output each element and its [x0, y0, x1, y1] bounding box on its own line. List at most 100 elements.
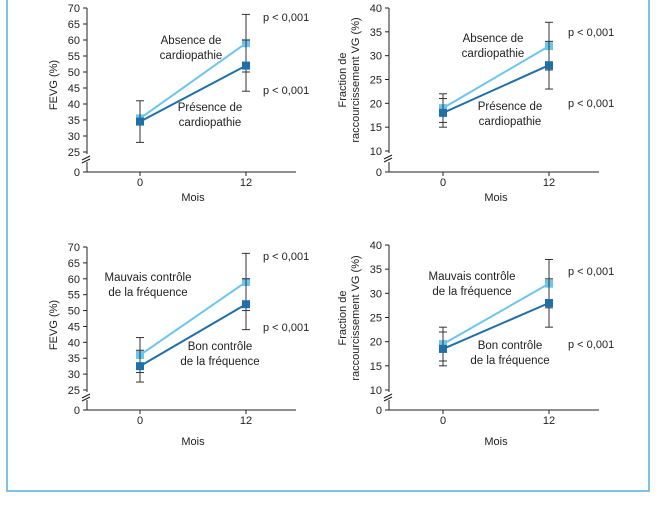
x-tick-label: 0: [137, 177, 143, 189]
series-line: [139, 42, 247, 120]
p-value-label: p < 0,001: [568, 266, 614, 278]
y-axis-title-line: raccourcissement VG (%): [350, 255, 362, 380]
series-annotation: Bon contrôle: [478, 340, 543, 352]
y-axis-title-line: Fraction de: [337, 290, 349, 345]
p-value-label: p < 0,001: [263, 251, 309, 263]
y-tick-label: 60: [68, 274, 80, 286]
axis-break-mark: [81, 158, 91, 164]
p-value-label: p < 0,001: [568, 98, 614, 110]
y-axis-title: Fraction deraccourcissement VG (%): [337, 255, 362, 380]
y-tick-label: 25: [68, 385, 80, 397]
series-annotation: Présence de: [478, 101, 543, 113]
y-axis-title: Fraction deraccourcissement VG (%): [337, 17, 362, 142]
y-tick-label: 0: [376, 167, 382, 179]
series-line: [442, 45, 550, 109]
y-tick-label: 25: [68, 147, 80, 159]
axis-break-mark: [383, 396, 393, 402]
x-tick-label: 0: [440, 415, 446, 427]
axis-break-mark: [383, 154, 393, 160]
y-tick-label: 45: [68, 83, 80, 95]
axis-break-mark: [383, 157, 393, 163]
y-axis-title: FEVG (%): [48, 300, 60, 350]
data-point: [439, 108, 447, 117]
series-annotation: de la fréquence: [470, 355, 549, 367]
series-line: [139, 64, 247, 123]
series-annotation: cardiopathie: [479, 116, 542, 128]
chart-panel-3: 25 30 35 40 45 50 55 60 65 70 0 0 12 Mois FEVG (%) Mauv…: [48, 242, 309, 448]
y-axis-title-line: raccourcissement VG (%): [350, 17, 362, 142]
figure-caption: [6, 500, 646, 516]
y-tick-label: 70: [68, 242, 80, 254]
x-axis-title: Mois: [181, 436, 205, 448]
y-tick-label: 20: [370, 337, 382, 349]
y-tick-label: 50: [68, 306, 80, 318]
y-tick-label: 0: [74, 405, 80, 417]
y-tick-label: 15: [370, 361, 382, 373]
series-annotation: cardiopathie: [179, 117, 242, 129]
y-tick-label: 35: [370, 264, 382, 276]
y-tick-label: 15: [370, 122, 382, 134]
data-point: [439, 344, 447, 353]
y-tick-label: 60: [68, 35, 80, 47]
y-tick-label: 45: [68, 321, 80, 333]
x-tick-label: 12: [240, 177, 252, 189]
x-axis-title: Mois: [484, 192, 508, 204]
series-annotation: cardiopathie: [160, 50, 223, 62]
y-tick-label: 35: [68, 115, 80, 127]
x-tick-label: 12: [240, 415, 252, 427]
y-tick-label: 30: [370, 51, 382, 63]
x-tick-label: 12: [543, 415, 555, 427]
y-tick-label: 10: [370, 385, 382, 397]
data-point: [242, 61, 250, 70]
series-annotation: de la fréquence: [432, 286, 511, 298]
y-tick-label: 25: [370, 75, 382, 87]
data-point: [545, 61, 553, 70]
chart-panel-1: 25 30 35 40 45 50 55 60 65 70 0 0 12 Mois FEVG (%) Abse…: [48, 3, 309, 204]
y-tick-label: 35: [68, 353, 80, 365]
y-tick-label: 30: [68, 369, 80, 381]
series-dark: [136, 278, 250, 383]
x-axis-title: Mois: [484, 436, 508, 448]
y-tick-label: 55: [68, 51, 80, 63]
series-annotation: Absence de: [463, 33, 524, 45]
series-dark: [439, 278, 553, 367]
series-line: [139, 303, 247, 368]
series-annotation: de la fréquence: [180, 356, 259, 368]
y-tick-label: 0: [376, 405, 382, 417]
y-axis-title: FEVG (%): [48, 60, 60, 110]
series-annotation: Absence de: [161, 35, 222, 47]
axis-break-mark: [81, 396, 91, 402]
p-value-label: p < 0,001: [568, 27, 614, 39]
series-annotation: cardiopathie: [462, 48, 525, 60]
y-tick-label: 40: [370, 3, 382, 15]
y-tick-label: 40: [68, 337, 80, 349]
data-point: [136, 362, 144, 371]
y-tick-label: 40: [68, 99, 80, 111]
y-tick-label: 35: [370, 27, 382, 39]
p-value-label: p < 0,001: [263, 322, 309, 334]
y-tick-label: 0: [74, 167, 80, 179]
x-axis-title: Mois: [181, 192, 205, 204]
axis-break-mark: [81, 155, 91, 161]
y-tick-label: 10: [370, 146, 382, 158]
series-line: [442, 282, 550, 345]
p-value-label: p < 0,001: [263, 85, 309, 97]
series-line: [442, 302, 550, 350]
y-tick-label: 20: [370, 98, 382, 110]
series-line: [139, 281, 247, 356]
y-tick-label: 30: [370, 288, 382, 300]
series-annotation: Bon contrôle: [188, 341, 253, 353]
x-tick-label: 12: [543, 177, 555, 189]
y-axis-title-line: Fraction de: [337, 52, 349, 107]
data-point: [242, 300, 250, 309]
y-tick-label: 40: [370, 240, 382, 252]
y-tick-label: 25: [370, 313, 382, 325]
series-annotation: de la fréquence: [108, 287, 187, 299]
data-point: [545, 299, 553, 307]
chart-panel-4: 10 15 20 25 30 35 40 0 0 12 Mois Fraction deraccour…: [337, 240, 614, 448]
series-dark: [136, 39, 250, 143]
p-value-label: p < 0,001: [568, 339, 614, 351]
axis-break-mark: [81, 393, 91, 399]
series-line: [442, 64, 550, 114]
